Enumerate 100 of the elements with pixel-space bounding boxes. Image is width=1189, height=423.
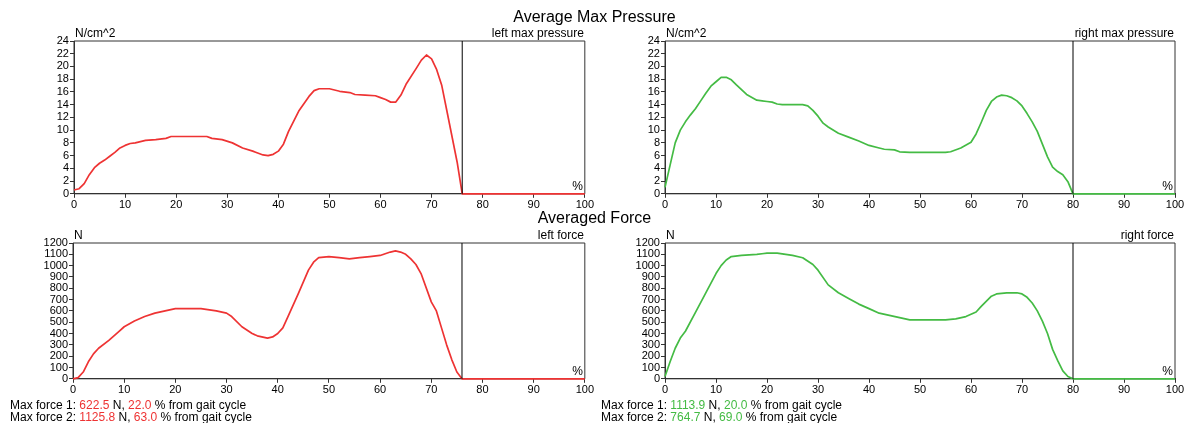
y-tick-label: 12 (56, 110, 69, 123)
x-tick-label: 60 (964, 383, 978, 396)
y-tick-label: 18 (647, 72, 660, 85)
y-tick-label: 10 (56, 123, 69, 136)
chart-title: Averaged Force (536, 209, 653, 227)
y-tick-label: 400 (49, 326, 68, 339)
x-tick-label: 90 (527, 198, 540, 211)
x-axis-title: % (1162, 179, 1174, 194)
x-tick-label: 10 (118, 198, 132, 211)
chart-subtitle: left max pressure (491, 26, 585, 41)
y-tick-label: 18 (56, 72, 69, 85)
y-tick-label: 800 (641, 281, 660, 294)
x-tick-label: 80 (476, 198, 489, 211)
x-tick-label: 20 (760, 198, 774, 211)
x-tick-label: 20 (169, 383, 182, 396)
y-tick-label: 400 (641, 326, 660, 339)
x-tick-label: 70 (425, 198, 438, 211)
y-tick-label: 800 (49, 281, 68, 294)
y-tick-label: 1000 (635, 258, 660, 271)
x-tick-label: 90 (527, 383, 540, 396)
y-tick-label: 2 (62, 174, 69, 187)
x-tick-label: 20 (170, 198, 183, 211)
x-tick-label: 10 (118, 383, 131, 396)
x-tick-label: 0 (661, 198, 669, 211)
y-tick-label: 700 (641, 292, 660, 305)
y-axis-title: N (666, 228, 675, 243)
y-tick-label: 900 (641, 269, 660, 282)
x-tick-label: 80 (1066, 198, 1080, 211)
y-tick-label: 100 (49, 360, 68, 373)
y-tick-label: 22 (647, 46, 660, 59)
y-tick-label: 8 (653, 135, 660, 148)
y-tick-label: 2 (653, 174, 660, 187)
x-tick-label: 60 (964, 198, 978, 211)
y-tick-label: 900 (49, 269, 68, 282)
x-tick-label: 70 (1015, 383, 1029, 396)
x-tick-label: 30 (220, 383, 233, 396)
x-tick-label: 100 (575, 198, 594, 211)
x-tick-label: 0 (661, 383, 669, 396)
y-axis-title: N (74, 228, 83, 243)
x-tick-label: 30 (221, 198, 234, 211)
x-axis-title: % (1162, 364, 1174, 379)
y-tick-label: 24 (647, 34, 660, 47)
y-tick-label: 4 (653, 161, 660, 174)
y-tick-label: 1100 (636, 247, 660, 260)
x-tick-label: 10 (709, 383, 723, 396)
x-tick-label: 80 (1066, 383, 1080, 396)
y-tick-label: 700 (49, 292, 68, 305)
y-tick-label: 200 (49, 349, 68, 362)
x-tick-label: 50 (913, 383, 927, 396)
x-tick-label: 30 (811, 198, 825, 211)
y-tick-label: 500 (49, 315, 68, 328)
text: Max force 1: 622.5 N, 22.0 % from gait cycle (10, 398, 247, 412)
x-tick-label: 0 (70, 198, 78, 211)
y-tick-label: 0 (653, 186, 660, 199)
x-tick-label: 100 (575, 383, 594, 396)
chart-title: Average Max Pressure (512, 8, 677, 26)
y-axis-title: N/cm^2 (666, 26, 707, 41)
y-tick-label: 20 (56, 59, 69, 72)
y-tick-label: 4 (62, 161, 69, 174)
y-tick-label: 6 (653, 148, 660, 161)
y-tick-label: 16 (56, 84, 69, 97)
y-tick-label: 1200 (43, 236, 68, 249)
y-tick-label: 300 (49, 337, 68, 350)
y-tick-label: 1100 (44, 247, 68, 260)
text: Max force 1: 1113.9 N, 20.0 % from gait cycle (601, 398, 843, 412)
y-tick-label: 22 (56, 46, 69, 59)
y-tick-label: 1000 (43, 258, 68, 271)
x-tick-label: 30 (811, 383, 825, 396)
x-tick-label: 50 (323, 198, 336, 211)
y-tick-label: 20 (647, 59, 660, 72)
y-tick-label: 10 (647, 123, 660, 136)
x-tick-label: 50 (322, 383, 336, 396)
x-tick-label: 60 (374, 198, 387, 211)
x-tick-label: 20 (760, 383, 774, 396)
x-tick-label: 60 (373, 383, 387, 396)
y-tick-label: 200 (641, 349, 660, 362)
x-tick-label: 90 (1117, 383, 1131, 396)
x-tick-label: 40 (862, 383, 876, 396)
y-tick-label: 12 (647, 110, 660, 123)
y-tick-label: 0 (62, 186, 69, 199)
y-tick-label: 6 (62, 148, 69, 161)
chart-subtitle: right force (1120, 228, 1175, 243)
x-tick-label: 80 (476, 383, 489, 396)
x-axis-title: % (572, 179, 584, 194)
y-tick-label: 100 (641, 360, 660, 373)
y-axis-title: N/cm^2 (75, 26, 116, 41)
x-tick-label: 70 (1015, 198, 1029, 211)
y-tick-label: 500 (641, 315, 660, 328)
x-tick-label: 100 (1165, 383, 1185, 396)
x-tick-label: 40 (271, 383, 284, 396)
x-tick-label: 40 (862, 198, 876, 211)
y-tick-label: 1200 (635, 236, 660, 249)
x-tick-label: 100 (1165, 198, 1185, 211)
y-tick-label: 14 (56, 97, 69, 110)
x-tick-label: 40 (272, 198, 285, 211)
y-tick-label: 300 (641, 337, 660, 350)
chart-subtitle: left force (537, 228, 585, 243)
chart-subtitle: right max pressure (1074, 26, 1175, 41)
y-tick-label: 0 (61, 371, 68, 384)
x-tick-label: 50 (913, 198, 927, 211)
